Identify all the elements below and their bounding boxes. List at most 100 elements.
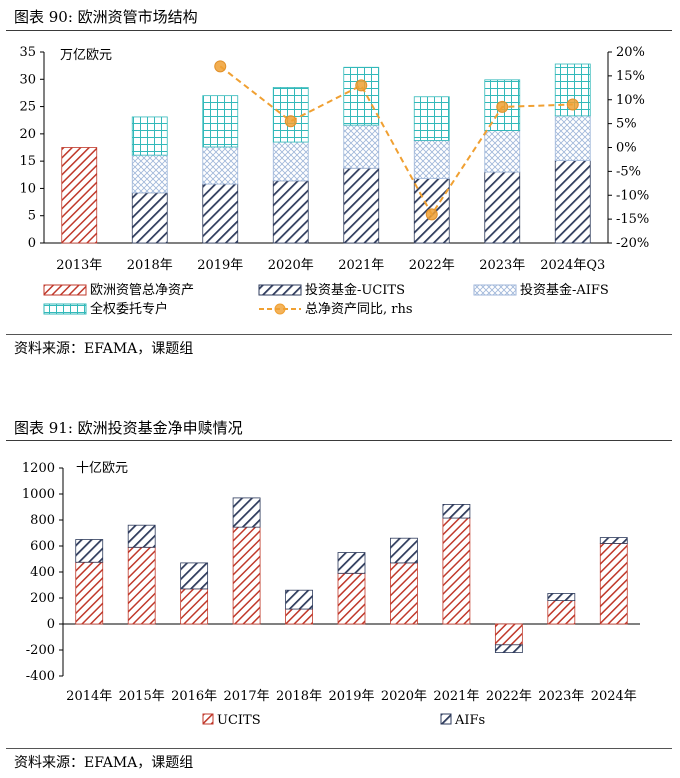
bar-ucits — [484, 171, 521, 244]
legend-label-ucits: 投资基金-UCITS — [305, 282, 405, 298]
bar-discretionary — [131, 116, 168, 156]
bar-aifs — [272, 141, 309, 182]
x-tick-label: 2024年Q3 — [540, 258, 605, 273]
bar-aifs — [202, 146, 239, 185]
bar-aifs — [554, 115, 591, 161]
bar-ucits — [343, 167, 380, 244]
figure90-source: 资料来源：EFAMA，课题组 — [14, 341, 194, 357]
bar-ucits — [337, 572, 366, 625]
x-tick-label: 2019年 — [328, 689, 374, 704]
chart-asset-structure: 0 5 10 15 20 25 30 35 -20% -15% -10% -5% 0% 5% 10% 15% 2… — [19, 45, 649, 317]
bar-discretionary — [343, 66, 380, 126]
figure91-source-rule — [6, 748, 672, 749]
y-tick-label: 800 — [30, 513, 55, 528]
figure91-title-rule — [6, 440, 672, 441]
x-tick-label: 2023年 — [538, 689, 584, 704]
x-tick-label: 2020年 — [381, 689, 427, 704]
y2-tick-label: 15% — [616, 69, 645, 84]
figure90-source-rule — [6, 334, 672, 335]
yoy-point — [355, 79, 368, 92]
y2-tick-label: -5% — [616, 164, 641, 179]
x-tick-label: 2020年 — [268, 258, 314, 273]
bar-aifs — [232, 497, 261, 528]
y2-tick-label: 20% — [616, 45, 645, 60]
legend-marker-yoy — [274, 303, 286, 315]
x-tick-label: 2022年 — [409, 258, 455, 273]
y2-tick-label: -10% — [616, 188, 649, 203]
y2-tick-label: 0% — [616, 141, 637, 156]
yoy-point — [496, 100, 509, 113]
bar-aifs — [494, 644, 523, 654]
legend-swatch-aifs — [473, 284, 517, 296]
y-tick-label: 400 — [30, 565, 55, 580]
legend-label-discretionary: 全权委托专户 — [90, 301, 168, 317]
y2-tick-label: -15% — [616, 212, 649, 227]
bar-ucits — [285, 608, 313, 625]
y-tick-label: 200 — [30, 591, 55, 606]
bar-ucits — [180, 588, 209, 625]
bar-aifs — [599, 537, 628, 544]
x-tick-label: 2014年 — [66, 689, 112, 704]
legend-label-yoy: 总净资产同比, rhs — [305, 302, 413, 317]
bar-aifs — [413, 140, 450, 180]
bar-ucits — [272, 180, 309, 244]
bar-aifs — [131, 154, 168, 194]
bar-aifs — [547, 593, 576, 601]
x-tick-label: 2019年 — [197, 258, 243, 273]
figure91-title: 图表 91: 欧洲投资基金净申赎情况 — [14, 419, 243, 437]
yoy-line — [219, 65, 573, 217]
yoy-point — [214, 60, 227, 73]
y-tick-label: 15 — [19, 154, 36, 169]
legend-swatch-ucits — [258, 284, 302, 296]
x-tick-label: 2023年 — [479, 258, 525, 273]
y-tick-label: 1200 — [22, 461, 55, 476]
bar-ucits — [75, 561, 104, 625]
y-tick-label: 30 — [19, 72, 36, 87]
y2-tick-label: 5% — [616, 117, 637, 132]
bar-ucits — [127, 546, 156, 625]
legend-swatch-ucits — [202, 713, 214, 725]
legend-swatch-aifs — [440, 713, 452, 725]
bar-aifs — [127, 524, 156, 548]
unit-label: 十亿欧元 — [76, 461, 128, 476]
bar-aifs — [390, 537, 418, 564]
bar-aifs — [484, 130, 521, 173]
bar-aifs — [343, 124, 380, 169]
x-tick-label: 2013年 — [56, 258, 102, 273]
y-tick-label: -400 — [26, 669, 55, 684]
legend-swatch-total-assets — [43, 284, 87, 296]
y-tick-label: -200 — [26, 643, 55, 658]
bar-aifs — [180, 562, 209, 590]
legend-label-aifs: 投资基金-AIFS — [520, 282, 609, 298]
bar-total-assets — [61, 147, 98, 244]
yoy-point — [425, 208, 438, 221]
bar-aifs — [75, 539, 104, 563]
unit-label: 万亿欧元 — [60, 48, 112, 63]
y-tick-label: 20 — [19, 127, 36, 142]
bar-ucits — [131, 192, 168, 244]
figure90-title: 图表 90: 欧洲资管市场结构 — [14, 8, 198, 26]
bar-ucits — [554, 160, 591, 244]
x-tick-label: 2018年 — [127, 258, 173, 273]
figure91-source: 资料来源：EFAMA，课题组 — [14, 755, 194, 771]
legend-label-total-assets: 欧洲资管总净资产 — [90, 283, 194, 298]
y-tick-label: 0 — [47, 617, 55, 632]
bar-ucits — [232, 526, 261, 625]
y2-tick-label: 10% — [616, 93, 645, 108]
bar-ucits — [442, 517, 471, 625]
figure90-title-rule — [6, 30, 672, 31]
x-tick-label: 2017年 — [224, 689, 270, 704]
x-tick-label: 2015年 — [119, 689, 165, 704]
y-tick-label: 5 — [28, 209, 36, 224]
y-tick-label: 25 — [19, 100, 36, 115]
legend-label-ucits: UCITS — [217, 713, 261, 728]
x-tick-label: 2022年 — [486, 689, 532, 704]
x-tick-label: 2021年 — [433, 689, 479, 704]
y-tick-label: 35 — [19, 45, 36, 60]
legend-label-aifs: AIFs — [454, 713, 485, 728]
chart-fund-flows: -400 -200 0 200 400 600 800 1000 1200 2014年 2015年 2… — [22, 461, 640, 728]
x-tick-label: 2018年 — [276, 689, 322, 704]
bar-ucits — [547, 600, 576, 625]
y-tick-label: 600 — [30, 539, 55, 554]
bar-ucits — [599, 543, 628, 625]
